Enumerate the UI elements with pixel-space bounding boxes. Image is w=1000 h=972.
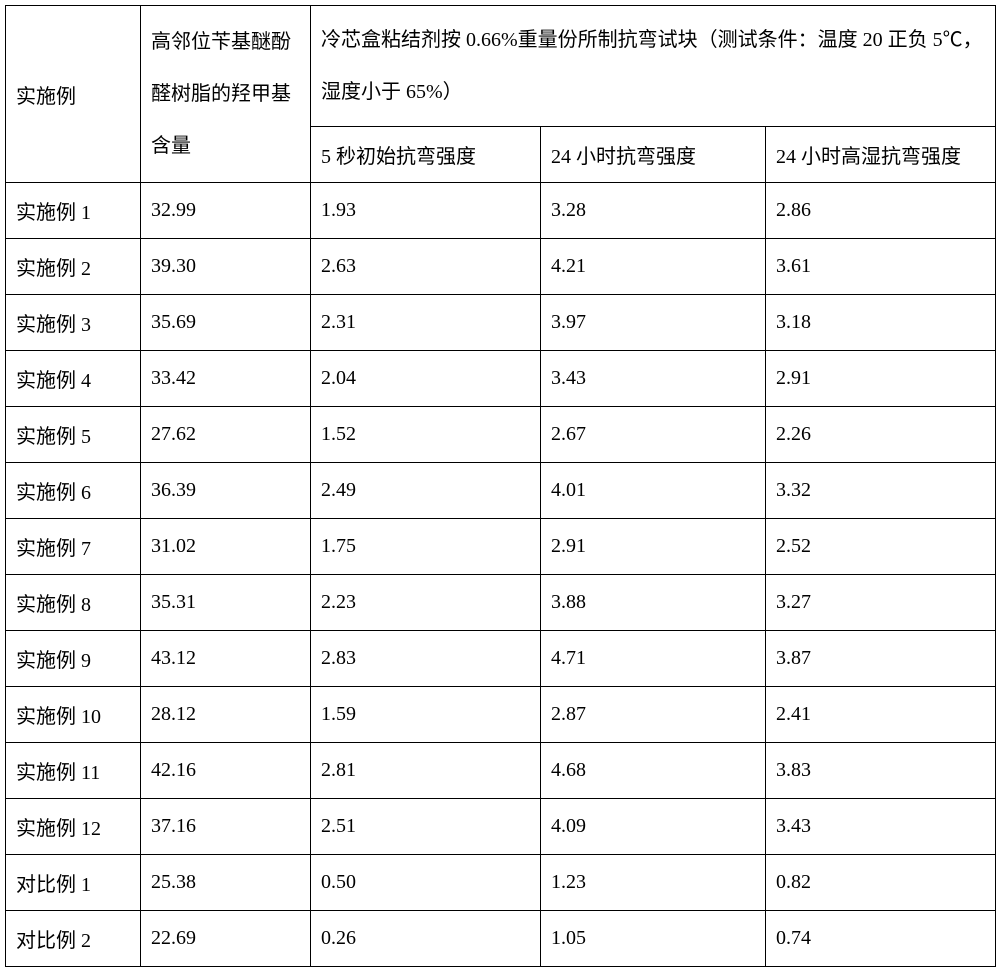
table-cell: 22.69 xyxy=(141,911,311,967)
table-header-row-1: 实施例 高邻位苄基醚酚醛树脂的羟甲基含量 冷芯盒粘结剂按 0.66%重量份所制抗… xyxy=(6,6,996,127)
table-cell: 36.39 xyxy=(141,463,311,519)
data-table: 实施例 高邻位苄基醚酚醛树脂的羟甲基含量 冷芯盒粘结剂按 0.66%重量份所制抗… xyxy=(5,5,996,967)
table-cell: 实施例 9 xyxy=(6,631,141,687)
table-cell: 33.42 xyxy=(141,351,311,407)
table-cell: 39.30 xyxy=(141,239,311,295)
table-cell: 2.31 xyxy=(311,295,541,351)
table-cell: 2.49 xyxy=(311,463,541,519)
table-cell: 37.16 xyxy=(141,799,311,855)
table-cell: 对比例 1 xyxy=(6,855,141,911)
table-cell: 实施例 7 xyxy=(6,519,141,575)
table-cell: 1.59 xyxy=(311,687,541,743)
table-cell: 4.21 xyxy=(541,239,766,295)
table-cell: 2.67 xyxy=(541,407,766,463)
table-cell: 28.12 xyxy=(141,687,311,743)
table-cell: 实施例 1 xyxy=(6,183,141,239)
table-cell: 3.32 xyxy=(766,463,996,519)
table-cell: 4.71 xyxy=(541,631,766,687)
table-cell: 4.09 xyxy=(541,799,766,855)
table-row: 对比例 222.690.261.050.74 xyxy=(6,911,996,967)
table-row: 对比例 125.380.501.230.82 xyxy=(6,855,996,911)
table-body: 实施例 132.991.933.282.86实施例 239.302.634.21… xyxy=(6,183,996,967)
table-cell: 35.69 xyxy=(141,295,311,351)
table-cell: 2.52 xyxy=(766,519,996,575)
table-cell: 4.68 xyxy=(541,743,766,799)
table-cell: 27.62 xyxy=(141,407,311,463)
table-cell: 2.26 xyxy=(766,407,996,463)
table-cell: 31.02 xyxy=(141,519,311,575)
header-merged: 冷芯盒粘结剂按 0.66%重量份所制抗弯试块（测试条件：温度 20 正负 5℃，… xyxy=(311,6,996,127)
table-cell: 0.74 xyxy=(766,911,996,967)
header-sub-3: 24 小时高湿抗弯强度 xyxy=(766,127,996,183)
table-cell: 3.83 xyxy=(766,743,996,799)
table-cell: 0.82 xyxy=(766,855,996,911)
table-cell: 0.26 xyxy=(311,911,541,967)
table-cell: 2.51 xyxy=(311,799,541,855)
table-cell: 3.43 xyxy=(766,799,996,855)
table-cell: 3.87 xyxy=(766,631,996,687)
header-col-1: 实施例 xyxy=(6,6,141,183)
table-cell: 3.27 xyxy=(766,575,996,631)
table-cell: 2.87 xyxy=(541,687,766,743)
table-cell: 实施例 10 xyxy=(6,687,141,743)
table-cell: 实施例 4 xyxy=(6,351,141,407)
table-cell: 2.86 xyxy=(766,183,996,239)
table-cell: 25.38 xyxy=(141,855,311,911)
table-cell: 1.05 xyxy=(541,911,766,967)
table-cell: 3.18 xyxy=(766,295,996,351)
table-cell: 3.88 xyxy=(541,575,766,631)
table-cell: 2.04 xyxy=(311,351,541,407)
table-cell: 2.81 xyxy=(311,743,541,799)
table-cell: 2.41 xyxy=(766,687,996,743)
table-cell: 实施例 12 xyxy=(6,799,141,855)
table-row: 实施例 835.312.233.883.27 xyxy=(6,575,996,631)
table-cell: 2.91 xyxy=(541,519,766,575)
table-cell: 42.16 xyxy=(141,743,311,799)
table-cell: 2.83 xyxy=(311,631,541,687)
table-cell: 1.93 xyxy=(311,183,541,239)
table-row: 实施例 943.122.834.713.87 xyxy=(6,631,996,687)
table-cell: 实施例 8 xyxy=(6,575,141,631)
table-cell: 1.75 xyxy=(311,519,541,575)
table-row: 实施例 433.422.043.432.91 xyxy=(6,351,996,407)
table-cell: 32.99 xyxy=(141,183,311,239)
table-row: 实施例 335.692.313.973.18 xyxy=(6,295,996,351)
table-cell: 4.01 xyxy=(541,463,766,519)
table-cell: 实施例 3 xyxy=(6,295,141,351)
table-row: 实施例 132.991.933.282.86 xyxy=(6,183,996,239)
table-cell: 3.97 xyxy=(541,295,766,351)
table-cell: 实施例 5 xyxy=(6,407,141,463)
table-cell: 1.52 xyxy=(311,407,541,463)
header-col-2: 高邻位苄基醚酚醛树脂的羟甲基含量 xyxy=(141,6,311,183)
table-cell: 实施例 6 xyxy=(6,463,141,519)
table-row: 实施例 1028.121.592.872.41 xyxy=(6,687,996,743)
table-cell: 对比例 2 xyxy=(6,911,141,967)
table-cell: 2.91 xyxy=(766,351,996,407)
table-cell: 3.43 xyxy=(541,351,766,407)
table-cell: 2.23 xyxy=(311,575,541,631)
table-cell: 35.31 xyxy=(141,575,311,631)
header-sub-2: 24 小时抗弯强度 xyxy=(541,127,766,183)
table-cell: 43.12 xyxy=(141,631,311,687)
table-row: 实施例 527.621.522.672.26 xyxy=(6,407,996,463)
table-cell: 实施例 11 xyxy=(6,743,141,799)
table-cell: 2.63 xyxy=(311,239,541,295)
table-cell: 1.23 xyxy=(541,855,766,911)
header-sub-1: 5 秒初始抗弯强度 xyxy=(311,127,541,183)
table-cell: 实施例 2 xyxy=(6,239,141,295)
table-row: 实施例 239.302.634.213.61 xyxy=(6,239,996,295)
table-row: 实施例 1237.162.514.093.43 xyxy=(6,799,996,855)
table-cell: 3.28 xyxy=(541,183,766,239)
table-row: 实施例 1142.162.814.683.83 xyxy=(6,743,996,799)
table-row: 实施例 636.392.494.013.32 xyxy=(6,463,996,519)
table-cell: 3.61 xyxy=(766,239,996,295)
table-row: 实施例 731.021.752.912.52 xyxy=(6,519,996,575)
table-cell: 0.50 xyxy=(311,855,541,911)
